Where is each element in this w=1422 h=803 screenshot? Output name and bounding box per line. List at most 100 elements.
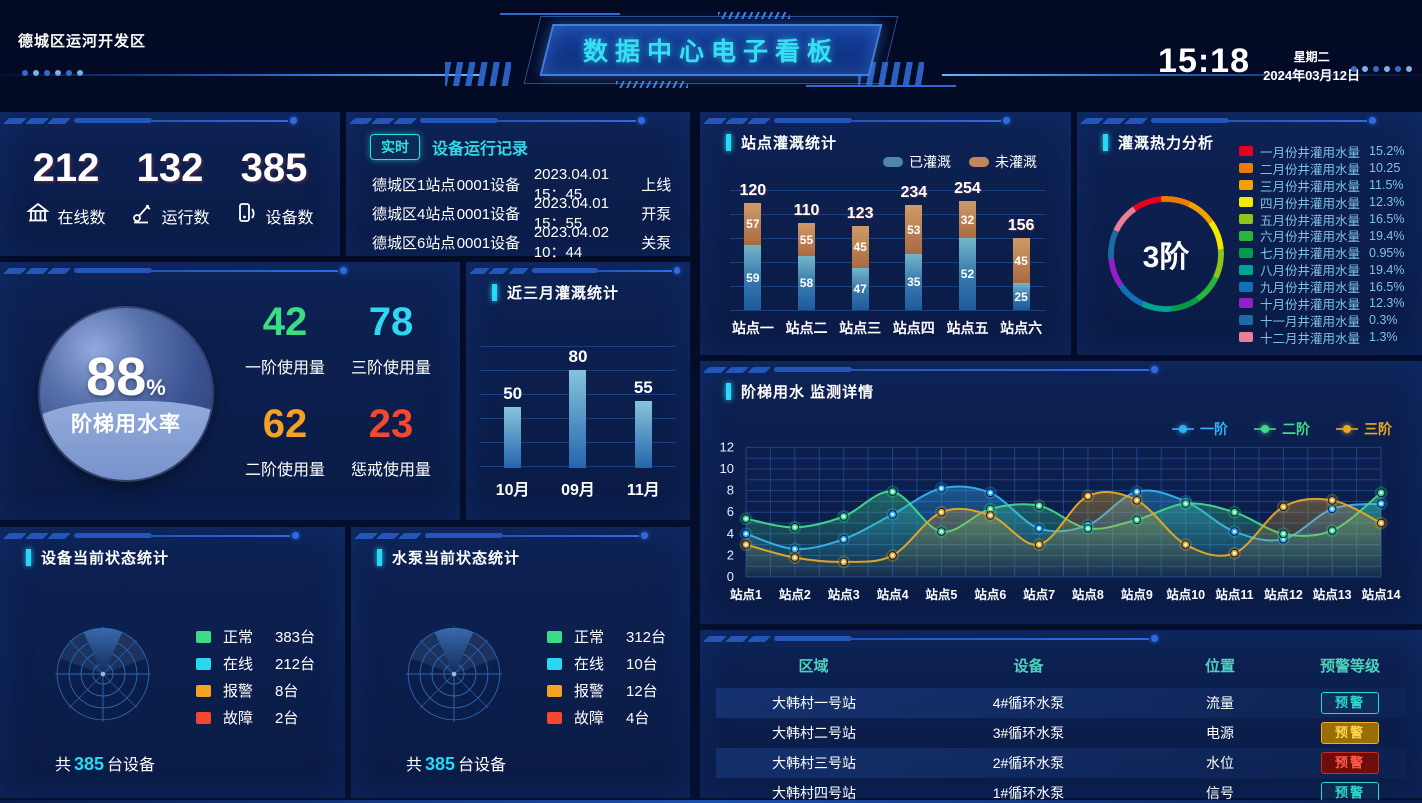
bar-chart: 50 80 55 (480, 346, 676, 468)
warning-level-button[interactable]: 预警 (1321, 722, 1379, 744)
legend-item[interactable]: 十一月井灌用水量 0.3% (1239, 312, 1414, 329)
status-legend-item[interactable]: 正常 312台 (547, 623, 666, 650)
header-line-right (942, 74, 1422, 76)
stat-item[interactable]: 385 设备数 (234, 146, 314, 230)
log-device: 0001设备 (456, 235, 521, 252)
stacked-bar[interactable]: 156 45 25 (998, 217, 1044, 310)
legend-swatch (1239, 281, 1253, 292)
legend-item[interactable]: 六月份井灌用水量 19.4% (1239, 227, 1414, 244)
legend-marker (1172, 425, 1194, 433)
legend-label: 十月份井灌用水量 (1260, 297, 1361, 312)
status-legend-item[interactable]: 在线 10台 (547, 650, 666, 677)
table-header-cell: 设备 (1013, 657, 1044, 675)
legend-label: 八月份井灌用水量 (1260, 264, 1361, 279)
realtime-badge[interactable]: 实时 (370, 134, 420, 160)
machine-icon (130, 201, 154, 230)
page-title: 数据中心电子看板 (582, 38, 839, 66)
stacked-bar[interactable]: 123 45 47 (837, 205, 883, 310)
legend-item[interactable]: 二阶 (1254, 419, 1310, 439)
bar[interactable]: 80 (552, 347, 604, 468)
stacked-bar[interactable]: 254 32 52 (944, 180, 990, 310)
legend-item[interactable]: 未灌溉 (969, 152, 1037, 172)
header-stripes-left (445, 62, 511, 86)
slash-decoration-top (718, 12, 790, 19)
log-action: 开泵 (641, 206, 672, 223)
legend-item[interactable]: 七月份井灌用水量 0.95% (1239, 244, 1414, 261)
bar-segment-irrigated: 52 (958, 238, 976, 310)
log-row[interactable]: 德城区4站点 0001设备 2023.04.01 15：55 开泵 (372, 195, 676, 232)
status-ring-chart (387, 607, 521, 741)
legend-item[interactable]: 八月份井灌用水量 19.4% (1239, 261, 1414, 278)
status-legend-item[interactable]: 报警 8台 (196, 677, 315, 704)
log-row[interactable]: 德城区6站点 0001设备 2023.04.02 10：44 关泵 (372, 224, 676, 261)
cell-area: 大韩村一号站 (772, 695, 856, 711)
bar-segment-not-irrigated: 45 (1012, 238, 1030, 283)
x-axis-label: 09月 (561, 482, 595, 499)
legend-swatch (1239, 298, 1253, 309)
legend-count: 10台 (626, 656, 658, 673)
legend-item[interactable]: 一月份井灌用水量 15.2% (1239, 143, 1414, 160)
log-row[interactable]: 德城区1站点 0001设备 2023.04.01 15：45 上线 (372, 166, 676, 203)
legend-label: 故障 (574, 710, 605, 727)
cell-area: 大韩村三号站 (772, 755, 856, 771)
table-row[interactable]: 大韩村一号站 4#循环水泵 流量 预警 (716, 688, 1406, 718)
panel-stats: 212 在线数 132 运行数 385 设备数 (0, 112, 340, 256)
log-time: 2023.04.01 15：55 (533, 194, 609, 232)
status-legend-item[interactable]: 在线 212台 (196, 650, 315, 677)
building-icon (26, 201, 51, 230)
bar-segment-irrigated: 47 (851, 268, 869, 310)
stacked-bar[interactable]: 234 53 35 (891, 184, 937, 310)
bar-segment-irrigated: 35 (905, 254, 923, 310)
stacked-bar[interactable]: 110 55 58 (783, 202, 829, 310)
panel-title-text: 灌溉热力分析 (1118, 135, 1215, 152)
legend-label: 四月份井灌用水量 (1260, 196, 1361, 211)
status-legend-item[interactable]: 报警 12台 (547, 677, 666, 704)
table-row[interactable]: 大韩村二号站 3#循环水泵 电源 预警 (716, 718, 1406, 748)
table-row[interactable]: 大韩村三号站 2#循环水泵 水位 预警 (716, 748, 1406, 778)
bar[interactable]: 50 (487, 384, 539, 468)
status-legend-item[interactable]: 故障 2台 (196, 704, 315, 731)
legend-item[interactable]: 一阶 (1172, 419, 1228, 439)
status-legend-item[interactable]: 故障 4台 (547, 704, 666, 731)
x-axis-labels: 10月 09月 11月 (480, 476, 676, 500)
legend-swatch (969, 157, 989, 167)
warning-level-button[interactable]: 预警 (1321, 752, 1379, 774)
panel-device-status: 设备当前状态统计 正常 383台 在线 212台 报警 8台 故障 2台 共 385 台设备 (0, 527, 345, 798)
legend-item[interactable]: 九月份井灌用水量 16.5% (1239, 278, 1414, 295)
legend-item[interactable]: 二月份井灌用水量 10.25 (1239, 160, 1414, 177)
legend-swatch (1239, 230, 1253, 241)
svg-text:站点12: 站点12 (1264, 587, 1303, 602)
legend-item[interactable]: 三阶 (1336, 419, 1392, 439)
bar-total-label: 110 (793, 202, 820, 219)
status-legend-item[interactable]: 正常 383台 (196, 623, 315, 650)
metric-value: 62 (262, 402, 308, 446)
date: 2024年03月12日 (1263, 68, 1360, 83)
legend-item[interactable]: 四月份井灌用水量 12.3% (1239, 194, 1414, 211)
bar-segment-not-irrigated: 45 (851, 226, 869, 268)
legend-label: 二阶 (1282, 421, 1310, 437)
legend-item[interactable]: 三月份井灌用水量 11.5% (1239, 177, 1414, 194)
line-chart-legend: 一阶 二阶 三阶 (1172, 419, 1392, 439)
legend-item[interactable]: 五月份井灌用水量 16.5% (1239, 211, 1414, 228)
warning-level-button[interactable]: 预警 (1321, 692, 1379, 714)
metric-value: 78 (368, 300, 414, 344)
legend-item[interactable]: 十月份井灌用水量 12.3% (1239, 295, 1414, 312)
legend-value: 0.3% (1369, 313, 1398, 328)
usage-metrics: 42 一阶使用量 78 三阶使用量 62 二阶使用量 23 惩戒使用量 (232, 302, 444, 480)
stat-item[interactable]: 132 运行数 (130, 146, 210, 230)
legend-value: 1.3% (1369, 330, 1398, 345)
legend-item[interactable]: 已灌溉 (883, 152, 951, 172)
warning-level-button[interactable]: 预警 (1321, 782, 1379, 803)
cell-device: 2#循环水泵 (992, 755, 1065, 771)
stacked-bar[interactable]: 120 57 59 (730, 182, 776, 310)
svg-text:站点8: 站点8 (1072, 587, 1104, 602)
usage-metric: 78 三阶使用量 (338, 302, 444, 378)
table-row[interactable]: 大韩村四号站 1#循环水泵 信号 预警 (716, 778, 1406, 803)
legend-item[interactable]: 十二月井灌用水量 1.3% (1239, 329, 1414, 346)
metric-value: 23 (368, 402, 414, 446)
legend-label: 五月份井灌用水量 (1260, 213, 1361, 228)
legend-swatch (547, 630, 562, 643)
bar[interactable]: 55 (617, 378, 669, 468)
stat-item[interactable]: 212 在线数 (26, 146, 106, 230)
bar-column (504, 407, 522, 468)
